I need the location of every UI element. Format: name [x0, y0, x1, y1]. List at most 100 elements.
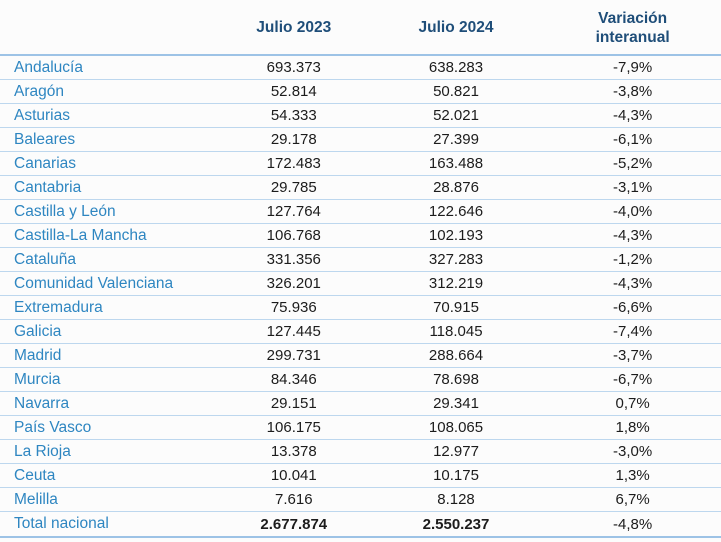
table-total-row: Total nacional 2.677.874 2.550.237 -4,8%: [0, 512, 721, 536]
value-variation: 1,3%: [615, 467, 650, 484]
region-label: Murcia: [14, 370, 61, 388]
value-julio-2023: 172.483: [266, 155, 321, 172]
table-row: Aragón 52.814 50.821 -3,8%: [0, 80, 721, 104]
header-julio-2024: Julio 2024: [418, 19, 494, 37]
value-variation: -6,6%: [613, 299, 653, 316]
value-variation: -4,3%: [613, 275, 653, 292]
region-label: La Rioja: [14, 442, 71, 460]
table-row: Murcia 84.346 78.698 -6,7%: [0, 368, 721, 392]
value-variation: -1,2%: [613, 251, 653, 268]
value-julio-2023: 331.356: [266, 251, 321, 268]
value-julio-2024: 8.128: [437, 491, 475, 508]
region-label: País Vasco: [14, 418, 92, 436]
value-variation: -3,0%: [613, 443, 653, 460]
value-variation: -6,7%: [613, 371, 653, 388]
table-row: Comunidad Valenciana 326.201 312.219 -4,…: [0, 272, 721, 296]
value-variation: -4,0%: [613, 203, 653, 220]
table-row: Cataluña 331.356 327.283 -1,2%: [0, 248, 721, 272]
region-label: Madrid: [14, 346, 62, 364]
region-label: Melilla: [14, 490, 58, 508]
value-julio-2024: 52.021: [433, 107, 479, 124]
region-label: Castilla-La Mancha: [14, 226, 147, 244]
value-julio-2023: 106.175: [266, 419, 321, 436]
value-julio-2024: 638.283: [428, 59, 484, 76]
total-label: Total nacional: [14, 515, 109, 532]
value-julio-2023: 10.041: [270, 467, 317, 484]
region-label: Cantabria: [14, 178, 82, 196]
region-label: Navarra: [14, 394, 70, 412]
value-julio-2024: 28.876: [433, 179, 479, 196]
value-julio-2023: 299.731: [266, 347, 321, 364]
value-julio-2023: 127.764: [266, 203, 321, 220]
table-row: La Rioja 13.378 12.977 -3,0%: [0, 440, 721, 464]
region-label: Baleares: [14, 130, 76, 148]
region-label: Castilla y León: [14, 202, 116, 220]
value-variation: -5,2%: [613, 155, 653, 172]
value-julio-2024: 102.193: [428, 227, 484, 244]
region-label: Canarias: [14, 154, 77, 172]
table-row: Extremadura 75.936 70.915 -6,6%: [0, 296, 721, 320]
value-julio-2024: 29.341: [433, 395, 479, 412]
table-row: Canarias 172.483 163.488 -5,2%: [0, 152, 721, 176]
table-row: Castilla y León 127.764 122.646 -4,0%: [0, 200, 721, 224]
table-row: Galicia 127.445 118.045 -7,4%: [0, 320, 721, 344]
value-julio-2024: 122.646: [428, 203, 484, 220]
value-julio-2023: 29.178: [270, 131, 317, 148]
table-row: Navarra 29.151 29.341 0,7%: [0, 392, 721, 416]
value-variation: -7,9%: [613, 59, 653, 76]
header-julio-2023: Julio 2023: [256, 19, 332, 37]
table-row: País Vasco 106.175 108.065 1,8%: [0, 416, 721, 440]
region-label: Andalucía: [14, 58, 83, 76]
value-julio-2024: 78.698: [433, 371, 479, 388]
table-row: Melilla 7.616 8.128 6,7%: [0, 488, 721, 512]
table-row: Cantabria 29.785 28.876 -3,1%: [0, 176, 721, 200]
table-row: Baleares 29.178 27.399 -6,1%: [0, 128, 721, 152]
value-julio-2023: 52.814: [270, 83, 317, 100]
total-variation: -4,8%: [613, 515, 653, 533]
value-variation: -3,8%: [613, 83, 653, 100]
region-label: Aragón: [14, 82, 64, 100]
value-julio-2024: 27.399: [433, 131, 479, 148]
value-julio-2023: 54.333: [270, 107, 317, 124]
region-label: Comunidad Valenciana: [14, 274, 174, 292]
table-row: Castilla-La Mancha 106.768 102.193 -4,3%: [0, 224, 721, 248]
region-label: Galicia: [14, 322, 62, 340]
table-row: Andalucía 693.373 638.283 -7,9%: [0, 56, 721, 80]
region-label: Extremadura: [14, 298, 103, 316]
value-julio-2024: 10.175: [433, 467, 479, 484]
value-julio-2023: 13.378: [270, 443, 317, 460]
region-label: Cataluña: [14, 250, 77, 268]
value-variation: -6,1%: [613, 131, 653, 148]
value-julio-2024: 12.977: [433, 443, 479, 460]
value-julio-2024: 70.915: [433, 299, 479, 316]
table-row: Asturias 54.333 52.021 -4,3%: [0, 104, 721, 128]
value-variation: 6,7%: [615, 491, 650, 508]
value-julio-2023: 84.346: [270, 371, 317, 388]
value-julio-2024: 163.488: [428, 155, 484, 172]
value-variation: -3,1%: [613, 179, 653, 196]
value-julio-2023: 29.785: [270, 179, 317, 196]
total-julio-2024: 2.550.237: [422, 515, 490, 533]
value-variation: 1,8%: [615, 419, 650, 436]
value-variation: -4,3%: [613, 107, 653, 124]
value-julio-2023: 326.201: [266, 275, 321, 292]
value-julio-2023: 75.936: [270, 299, 317, 316]
total-julio-2023: 2.677.874: [260, 515, 328, 533]
header-variacion-interanual: Variación interanual: [595, 9, 670, 46]
value-julio-2023: 127.445: [266, 323, 321, 340]
value-julio-2024: 327.283: [428, 251, 484, 268]
region-label: Ceuta: [14, 466, 56, 484]
value-julio-2024: 312.219: [428, 275, 484, 292]
value-julio-2023: 693.373: [266, 59, 321, 76]
value-variation: -7,4%: [613, 323, 653, 340]
value-variation: -4,3%: [613, 227, 653, 244]
table-row: Madrid 299.731 288.664 -3,7%: [0, 344, 721, 368]
table-bottom-rule: [0, 536, 721, 538]
value-variation: -3,7%: [613, 347, 653, 364]
region-label: Asturias: [14, 106, 70, 124]
value-julio-2024: 50.821: [433, 83, 479, 100]
value-julio-2024: 108.065: [428, 419, 484, 436]
value-julio-2024: 288.664: [428, 347, 484, 364]
value-julio-2023: 7.616: [275, 491, 313, 508]
table-row: Ceuta 10.041 10.175 1,3%: [0, 464, 721, 488]
